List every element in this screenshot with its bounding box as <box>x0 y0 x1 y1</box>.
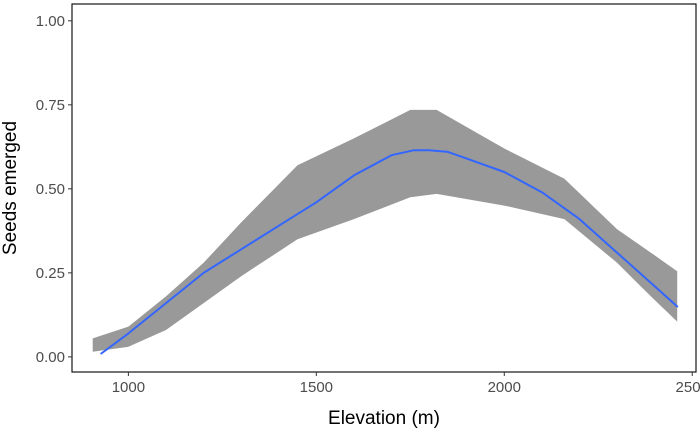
x-tick-label: 1500 <box>300 379 333 396</box>
y-tick-label: 0.25 <box>36 265 65 282</box>
y-tick-label: 1.00 <box>36 13 65 30</box>
x-axis-title: Elevation (m) <box>328 408 440 429</box>
y-tick-label: 0.75 <box>36 97 65 114</box>
confidence-band <box>92 109 678 352</box>
x-tick-label: 1000 <box>112 379 145 396</box>
y-tick-label: 0.50 <box>36 181 65 198</box>
x-tick-label: 2000 <box>488 379 521 396</box>
smooth-fit-line <box>100 149 679 355</box>
y-tick-label: 0.00 <box>36 349 65 366</box>
y-axis-title: Seeds emerged <box>0 121 21 255</box>
